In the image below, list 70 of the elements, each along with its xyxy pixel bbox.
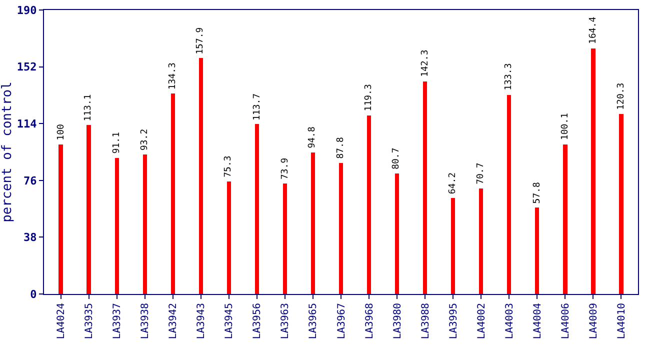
data-label: 113.1 bbox=[83, 94, 94, 122]
x-tick-label: LA3935 bbox=[84, 303, 96, 340]
data-label: 134.3 bbox=[168, 62, 178, 90]
x-tick-label: LA4024 bbox=[56, 303, 68, 340]
x-tick-label: LA3938 bbox=[140, 303, 152, 340]
bar bbox=[198, 58, 204, 294]
bar bbox=[170, 93, 175, 294]
x-tick-label: LA3995 bbox=[448, 303, 460, 340]
bar bbox=[310, 152, 316, 294]
y-tick-label: 152 bbox=[16, 60, 37, 74]
data-label: 73.9 bbox=[280, 158, 290, 180]
data-label: 64.2 bbox=[448, 172, 458, 194]
bar bbox=[535, 208, 540, 294]
data-label: 113.7 bbox=[252, 93, 262, 120]
data-label: 100.1 bbox=[560, 112, 570, 140]
data-label: 70.7 bbox=[476, 162, 486, 184]
bar bbox=[619, 114, 624, 294]
bar bbox=[114, 158, 119, 294]
x-tick-label: LA3988 bbox=[420, 303, 432, 340]
bar bbox=[142, 154, 147, 294]
data-label: 133.3 bbox=[504, 63, 514, 90]
bar bbox=[422, 81, 428, 294]
bar bbox=[507, 94, 512, 294]
data-label: 120.3 bbox=[616, 82, 627, 110]
y-tick-label: 190 bbox=[16, 4, 37, 17]
bar bbox=[394, 173, 400, 294]
data-label: 142.3 bbox=[420, 50, 430, 77]
x-tick-label: LA3968 bbox=[364, 303, 376, 340]
bar bbox=[478, 188, 484, 294]
x-tick-label: LA3943 bbox=[196, 303, 208, 340]
bar bbox=[563, 144, 568, 294]
x-tick-label: LA3963 bbox=[280, 303, 292, 340]
bar bbox=[282, 184, 288, 294]
bar bbox=[338, 162, 344, 294]
x-tick-label: LA3965 bbox=[308, 303, 320, 340]
bar bbox=[450, 198, 456, 294]
bar bbox=[86, 124, 91, 294]
x-tick-label: LA3945 bbox=[224, 303, 236, 340]
y-tick-label: 38 bbox=[24, 231, 37, 244]
data-label: 94.8 bbox=[308, 126, 318, 148]
bar bbox=[254, 124, 260, 294]
x-tick-label: LA3980 bbox=[392, 303, 404, 340]
bar bbox=[58, 144, 63, 294]
x-tick-label: LA4009 bbox=[588, 303, 600, 340]
x-tick-label: LA3937 bbox=[112, 303, 124, 340]
x-tick-label: LA3967 bbox=[336, 303, 348, 340]
x-tick-label: LA3942 bbox=[168, 303, 180, 340]
bar bbox=[591, 48, 596, 294]
data-label: 93.2 bbox=[140, 128, 150, 151]
x-tick-label: LA4010 bbox=[616, 303, 628, 340]
y-axis-title: percent of control bbox=[0, 82, 15, 222]
data-label: 164.4 bbox=[588, 16, 598, 44]
data-label: 57.8 bbox=[532, 182, 543, 204]
data-label: 119.3 bbox=[364, 84, 374, 112]
x-tick-label: LA4003 bbox=[504, 303, 516, 340]
x-tick-label: LA4002 bbox=[476, 303, 488, 340]
data-label: 80.7 bbox=[392, 148, 402, 170]
bar bbox=[226, 181, 232, 294]
y-tick-label: 114 bbox=[16, 117, 38, 130]
x-tick-label: LA4006 bbox=[560, 303, 572, 340]
data-label: 100 bbox=[56, 124, 66, 140]
x-tick-label: LA4004 bbox=[532, 303, 544, 340]
y-tick-label: 76 bbox=[24, 174, 38, 188]
data-label: 157.9 bbox=[195, 27, 206, 54]
data-label: 87.8 bbox=[336, 137, 346, 159]
bar bbox=[366, 116, 372, 294]
data-label: 91.1 bbox=[112, 132, 122, 154]
x-tick-label: LA3956 bbox=[252, 303, 264, 340]
y-tick-label: 0 bbox=[30, 288, 37, 301]
data-label: 75.3 bbox=[223, 156, 234, 178]
